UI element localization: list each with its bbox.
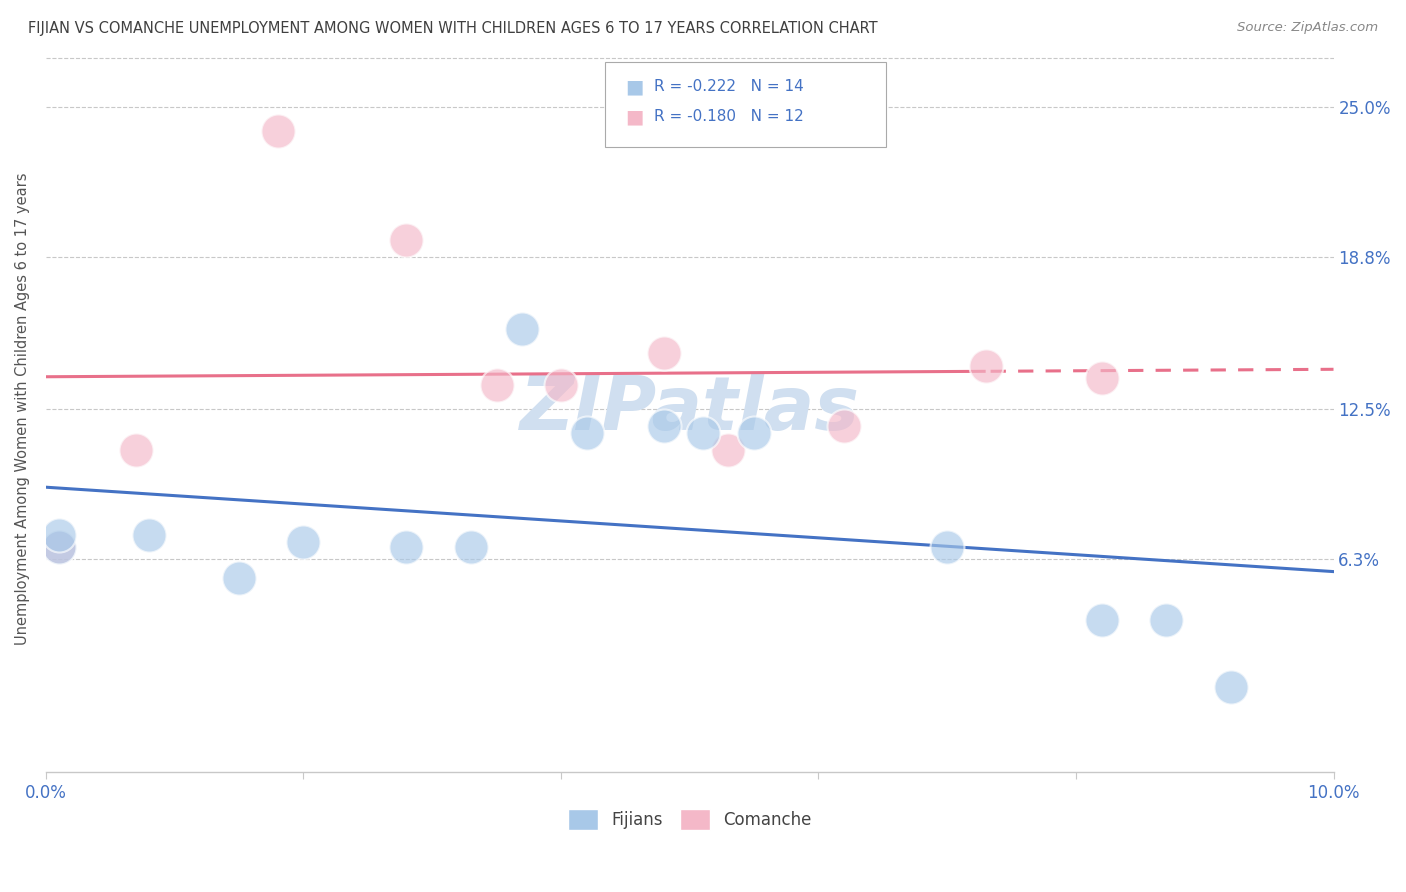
Point	[267, 124, 290, 138]
Point	[1091, 613, 1114, 627]
Point	[550, 378, 572, 392]
Text: ■: ■	[626, 77, 644, 96]
Point	[512, 322, 534, 336]
Point	[125, 443, 148, 458]
Legend: Fijians, Comanche: Fijians, Comanche	[561, 803, 818, 837]
Point	[395, 540, 418, 554]
Point	[717, 443, 740, 458]
Text: FIJIAN VS COMANCHE UNEMPLOYMENT AMONG WOMEN WITH CHILDREN AGES 6 TO 17 YEARS COR: FIJIAN VS COMANCHE UNEMPLOYMENT AMONG WO…	[28, 21, 877, 36]
Point	[575, 426, 598, 441]
Point	[652, 419, 675, 434]
Point	[742, 426, 765, 441]
Point	[48, 528, 70, 542]
Text: Source: ZipAtlas.com: Source: ZipAtlas.com	[1237, 21, 1378, 34]
Text: R = -0.180   N = 12: R = -0.180 N = 12	[654, 110, 804, 124]
Point	[48, 540, 70, 554]
Point	[48, 540, 70, 554]
Point	[1091, 370, 1114, 384]
Point	[974, 359, 997, 373]
Point	[485, 378, 508, 392]
Text: R = -0.222   N = 14: R = -0.222 N = 14	[654, 79, 804, 94]
Point	[1154, 613, 1177, 627]
Text: ■: ■	[626, 107, 644, 127]
Point	[1219, 681, 1241, 695]
Point	[395, 233, 418, 247]
Point	[292, 535, 315, 549]
Point	[936, 540, 959, 554]
Point	[652, 346, 675, 360]
Point	[228, 572, 250, 586]
Point	[692, 426, 714, 441]
Point	[138, 528, 160, 542]
Point	[460, 540, 482, 554]
Y-axis label: Unemployment Among Women with Children Ages 6 to 17 years: Unemployment Among Women with Children A…	[15, 173, 30, 646]
Text: ZIPatlas: ZIPatlas	[520, 373, 859, 446]
Point	[832, 419, 855, 434]
